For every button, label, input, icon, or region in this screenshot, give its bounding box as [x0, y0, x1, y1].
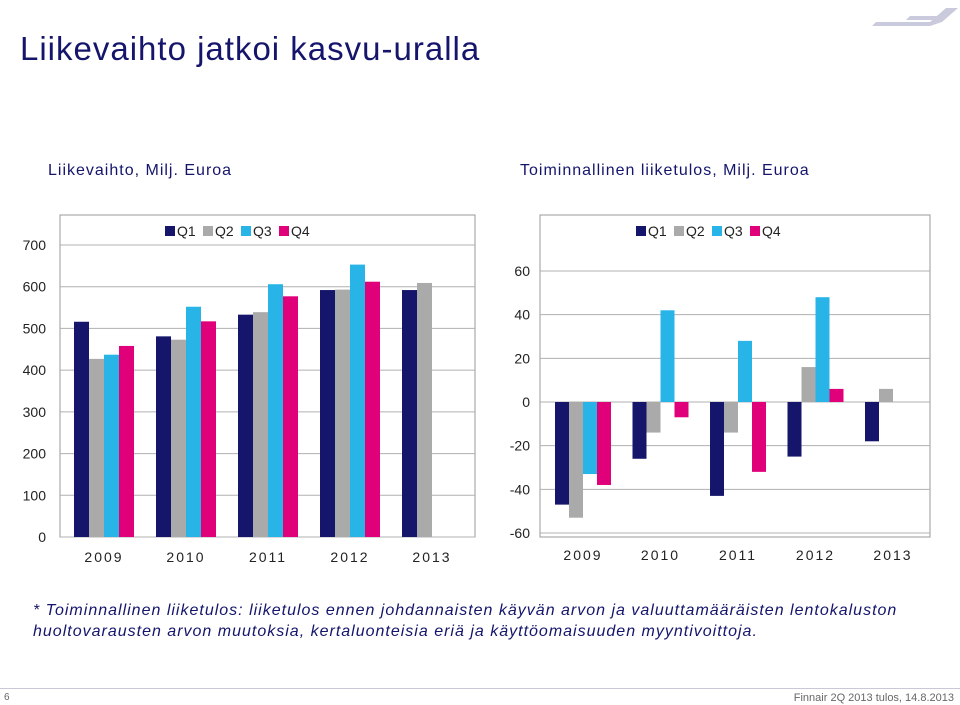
chart-0-bar-2010-Q3 — [186, 306, 201, 537]
chart-0-y-tick-label: 100 — [23, 487, 47, 503]
chart-0-bar-2010-Q4 — [201, 321, 216, 537]
chart-0-y-tick-label: 200 — [23, 446, 47, 462]
chart-0-bar-2013-Q2 — [417, 282, 432, 537]
chart-0-y-tick-label: 600 — [23, 279, 47, 295]
chart-1-bar-2013-Q1 — [865, 402, 879, 442]
chart-0-legend-swatch-Q1 — [165, 226, 175, 236]
chart-1-bar-2011-Q1 — [710, 402, 724, 496]
chart-0-x-tick-label: 2009 — [84, 549, 123, 565]
page-title: Liikevaihto jatkoi kasvu-uralla — [20, 30, 481, 67]
chart-1-bar-2009-Q4 — [597, 402, 611, 485]
chart-1-bar-2009-Q2 — [569, 402, 583, 518]
chart-1-bar-2010-Q3 — [660, 310, 675, 402]
chart-1-bar-2010-Q4 — [674, 402, 689, 418]
page-number: 6 — [4, 692, 10, 703]
chart-0-legend-swatch-Q3 — [241, 226, 251, 236]
chart-1-x-tick-label: 2011 — [719, 547, 757, 563]
chart-0-legend-label-Q3: Q3 — [253, 223, 272, 239]
chart-1-bar-2012-Q1 — [787, 402, 802, 457]
chart-1-y-tick-label: 40 — [514, 307, 530, 323]
chart-0-legend-label-Q1: Q1 — [177, 223, 196, 239]
chart-1-x-tick-label: 2012 — [796, 547, 835, 563]
chart-0-bar-2009-Q2 — [89, 358, 104, 537]
finnair-logo — [872, 8, 958, 26]
chart-1-bar-2013-Q2 — [879, 388, 893, 402]
chart-0-legend-label-Q4: Q4 — [291, 223, 310, 239]
chart-0-bar-2013-Q1 — [402, 290, 417, 537]
chart-0-x-tick-label: 2010 — [166, 549, 205, 565]
chart-1-bar-2010-Q1 — [632, 402, 647, 459]
chart-0-bar-2011-Q4 — [283, 296, 298, 537]
chart-1-legend-label-Q2: Q2 — [686, 223, 705, 239]
chart-1-y-tick-label: -20 — [510, 438, 530, 454]
chart-0-bar-2012-Q4 — [365, 281, 380, 537]
chart-1-legend-label-Q3: Q3 — [724, 223, 743, 239]
chart-1-bar-2011-Q3 — [738, 340, 752, 402]
footer-divider — [0, 688, 960, 689]
chart-1-legend-swatch-Q1 — [636, 226, 646, 236]
chart-1-bar-2011-Q4 — [752, 402, 766, 472]
chart-0-y-tick-label: 500 — [23, 320, 47, 336]
chart-1-legend-label-Q1: Q1 — [648, 223, 667, 239]
chart-0-y-tick-label: 700 — [23, 237, 47, 253]
chart-1-x-tick-label: 2010 — [641, 547, 680, 563]
footer-text: Finnair 2Q 2013 tulos, 14.8.2013 — [793, 692, 954, 704]
chart-0-x-tick-label: 2011 — [249, 549, 287, 565]
chart-0-bar-2011-Q1 — [238, 314, 253, 537]
chart-0-legend-label-Q2: Q2 — [215, 223, 234, 239]
chart-1-bar-2012-Q3 — [815, 297, 830, 402]
chart-0-bar-2012-Q2 — [335, 289, 350, 537]
chart-0-bar-2010-Q2 — [171, 339, 186, 537]
chart-1-bar-2009-Q3 — [583, 402, 597, 475]
chart-1-y-tick-label: 20 — [514, 350, 530, 366]
footnote: * Toiminnallinen liiketulos: liiketulos … — [33, 602, 898, 640]
chart-1-frame — [539, 214, 931, 538]
chart-1-legend-swatch-Q3 — [712, 226, 722, 236]
chart-0-legend-swatch-Q4 — [279, 226, 289, 236]
chart-1-x-tick-label: 2013 — [873, 547, 912, 563]
chart-1-bar-2012-Q2 — [801, 367, 816, 402]
chart-0-x-tick-label: 2012 — [330, 549, 369, 565]
chart-1-legend-swatch-Q4 — [750, 226, 760, 236]
chart-1-y-tick-label: 0 — [522, 394, 530, 410]
chart-0-x-tick-label: 2013 — [412, 549, 451, 565]
chart-0-bar-2009-Q3 — [104, 354, 119, 537]
chart-0-y-tick-label: 400 — [23, 362, 47, 378]
chart-1-x-tick-label: 2009 — [563, 547, 602, 563]
chart-0-bar-2012-Q1 — [320, 290, 335, 537]
chart-1-y-tick-label: -60 — [510, 525, 530, 541]
chart-1-legend-label-Q4: Q4 — [762, 223, 781, 239]
chart-1-y-tick-label: -40 — [510, 481, 530, 497]
operating-result-chart-title: Toiminnallinen liiketulos, Milj. Euroa — [520, 162, 810, 179]
chart-0-bar-2011-Q3 — [268, 284, 283, 537]
chart-0-y-tick-label: 300 — [23, 404, 47, 420]
chart-0-bar-2011-Q2 — [253, 312, 268, 537]
chart-0-bar-2012-Q3 — [350, 264, 365, 537]
chart-0-bar-2009-Q4 — [119, 345, 134, 537]
chart-1-legend-swatch-Q2 — [674, 226, 684, 236]
chart-1-bar-2012-Q4 — [829, 388, 844, 402]
chart-0-bar-2010-Q1 — [156, 336, 171, 537]
chart-1-bar-2010-Q2 — [646, 402, 661, 433]
chart-1-bar-2009-Q1 — [555, 402, 569, 505]
chart-0-bar-2009-Q1 — [74, 321, 89, 537]
chart-0-y-tick-label: 0 — [38, 529, 46, 545]
revenue-chart-title: Liikevaihto, Milj. Euroa — [48, 162, 233, 179]
chart-0-legend-swatch-Q2 — [203, 226, 213, 236]
chart-1-bar-2011-Q2 — [724, 402, 738, 433]
chart-1-y-tick-label: 60 — [514, 263, 530, 279]
